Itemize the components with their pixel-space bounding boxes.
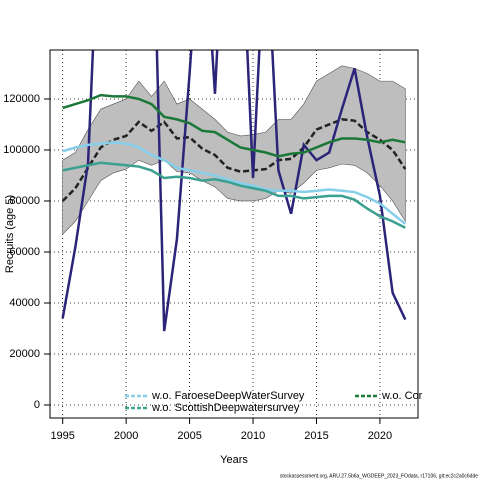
y-tick-label: 120000 xyxy=(3,93,40,105)
series-line xyxy=(62,161,406,229)
x-tick-label: 2000 xyxy=(114,430,138,442)
y-tick-label: 20000 xyxy=(9,348,40,360)
x-tick-label: 2005 xyxy=(177,430,201,442)
x-tick-label: 1995 xyxy=(50,430,74,442)
x-tick-label: 2020 xyxy=(368,430,392,442)
series-line xyxy=(62,141,407,225)
x-axis-label: Years xyxy=(220,454,248,466)
series-line xyxy=(61,50,407,332)
series-line xyxy=(62,93,406,158)
legend-label: w.o. Cor xyxy=(381,390,423,402)
y-tick-label: 80000 xyxy=(9,195,40,207)
legend-label: w.o. FaroeseDeepWaterSurvey xyxy=(151,390,305,402)
plot-area xyxy=(50,50,418,418)
y-tick-label: 60000 xyxy=(9,246,40,258)
confidence-band xyxy=(62,65,406,235)
y-axis-label: Recruits (age 5) xyxy=(4,195,16,273)
legend-label: w.o. ScottishDeepwatersurvey xyxy=(151,402,300,414)
x-tick-label: 2010 xyxy=(241,430,265,442)
x-tick-label: 2015 xyxy=(304,430,328,442)
y-tick-label: 100000 xyxy=(3,144,40,156)
plot-frame xyxy=(49,49,419,419)
y-tick-label: 0 xyxy=(34,399,40,411)
footnote: stockassessment.org, ARU.27.5b6a_WGDEEP_… xyxy=(280,473,478,479)
y-tick-label: 40000 xyxy=(9,297,40,309)
